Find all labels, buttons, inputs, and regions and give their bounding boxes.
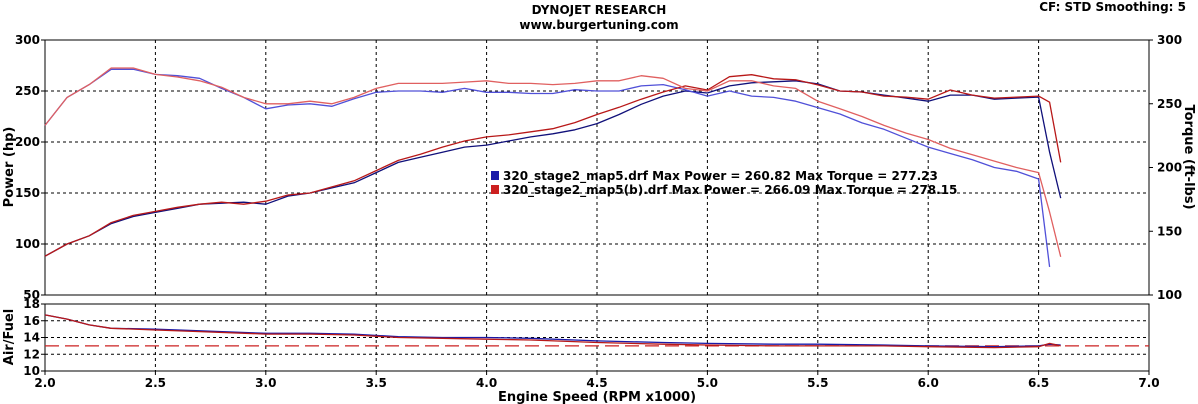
series-run1-power-line bbox=[44, 80, 1062, 257]
af-tick-label: 18 bbox=[23, 297, 40, 311]
x-axis-ticks: 2.0 2.5 3.0 3.5 4.0 4.5 5.0 5.5 6.0 6.5 7.0 bbox=[34, 371, 1160, 390]
af-grid bbox=[45, 304, 1149, 371]
series-run2-power-line bbox=[44, 74, 1062, 257]
af-tick-label: 10 bbox=[23, 364, 40, 378]
power-tick-label: 150 bbox=[15, 186, 40, 200]
main-grid bbox=[45, 40, 1149, 295]
x-tick-label: 5.0 bbox=[697, 376, 718, 390]
x-tick-label: 2.5 bbox=[145, 376, 166, 390]
power-tick-label: 100 bbox=[15, 237, 40, 251]
x-tick-label: 4.5 bbox=[586, 376, 607, 390]
x-tick-label: 7.0 bbox=[1138, 376, 1159, 390]
af-tick-label: 14 bbox=[23, 331, 40, 345]
correction-info: CF: STD Smoothing: 5 bbox=[1039, 0, 1186, 14]
legend-swatch-run2 bbox=[491, 185, 499, 194]
x-tick-label: 6.0 bbox=[918, 376, 939, 390]
chart-subtitle: www.burgertuning.com bbox=[519, 18, 679, 32]
power-tick-label: 300 bbox=[15, 33, 40, 47]
x-tick-label: 5.5 bbox=[807, 376, 828, 390]
torque-tick-label: 100 bbox=[1157, 288, 1182, 302]
af-tick-label: 12 bbox=[23, 347, 40, 361]
torque-axis-label: Torque (ft-lbs) bbox=[1181, 104, 1196, 209]
legend: 320_stage2_map5.drf Max Power = 260.82 M… bbox=[491, 169, 957, 198]
af-series bbox=[44, 314, 1149, 349]
power-tick-label: 250 bbox=[15, 84, 40, 98]
power-axis-label: Power (hp) bbox=[2, 127, 17, 208]
torque-tick-label: 150 bbox=[1157, 224, 1182, 238]
legend-entry-run1: 320_stage2_map5.drf Max Power = 260.82 M… bbox=[503, 169, 938, 184]
x-tick-label: 2.0 bbox=[34, 376, 55, 390]
legend-swatch-run1 bbox=[491, 171, 499, 180]
power-tick-label: 200 bbox=[15, 135, 40, 149]
af-series-run2-line bbox=[44, 314, 1061, 349]
legend-entry-run2: 320_stage2_map5(b).drf Max Power = 266.0… bbox=[503, 183, 957, 198]
power-axis-ticks: 50 100 150 200 250 300 bbox=[15, 33, 45, 302]
main-series bbox=[44, 67, 1062, 267]
series-run2-torque-line bbox=[44, 67, 1062, 257]
x-tick-label: 4.0 bbox=[476, 376, 497, 390]
af-tick-label: 16 bbox=[23, 314, 40, 328]
x-tick-label: 3.5 bbox=[366, 376, 387, 390]
torque-tick-label: 300 bbox=[1157, 33, 1182, 47]
chart-title: DYNOJET RESEARCH bbox=[531, 3, 667, 17]
torque-tick-label: 250 bbox=[1157, 97, 1182, 111]
x-tick-label: 3.0 bbox=[255, 376, 276, 390]
x-tick-label: 6.5 bbox=[1028, 376, 1049, 390]
af-axis-ticks: 10 12 14 16 18 bbox=[23, 297, 45, 378]
af-axis-label: Air/Fuel bbox=[2, 309, 17, 365]
power-tick-label: 50 bbox=[23, 288, 40, 302]
torque-axis-ticks: 100 150 200 250 300 bbox=[1149, 33, 1182, 302]
af-series-run1-line bbox=[44, 314, 1061, 348]
x-axis-label: Engine Speed (RPM x1000) bbox=[498, 390, 696, 404]
torque-tick-label: 200 bbox=[1157, 161, 1182, 175]
